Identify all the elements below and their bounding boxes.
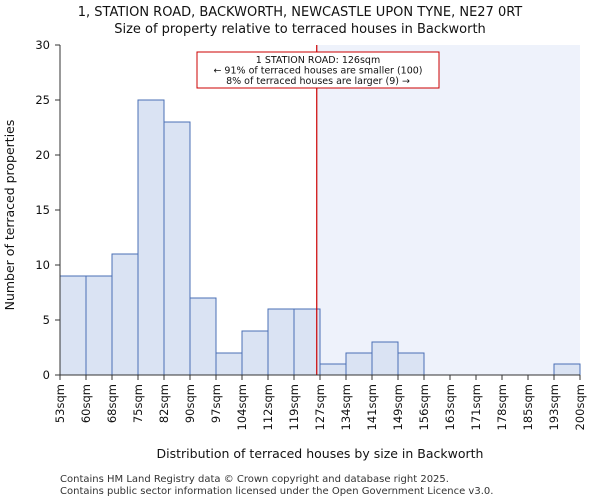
x-tick-label: 200sqm <box>573 384 587 430</box>
x-tick-label: 119sqm <box>287 384 301 430</box>
footer-line1: Contains HM Land Registry data © Crown c… <box>60 474 449 485</box>
y-tick-label: 10 <box>35 258 50 272</box>
bar-104sqm <box>241 330 269 376</box>
x-axis-label: Distribution of terraced houses by size … <box>157 446 484 461</box>
bar-75sqm <box>137 99 165 376</box>
y-tick-label: 20 <box>35 148 50 162</box>
x-tick-label: 82sqm <box>157 384 171 423</box>
bar-134sqm <box>345 352 373 376</box>
x-tick-label: 104sqm <box>235 384 249 430</box>
x-tick-label: 112sqm <box>261 384 275 430</box>
footer-line2: Contains public sector information licen… <box>60 486 493 497</box>
x-tick-label: 90sqm <box>183 384 197 423</box>
x-tick-label: 141sqm <box>365 384 379 430</box>
bar-112sqm <box>267 308 295 376</box>
x-tick-label: 185sqm <box>521 384 535 430</box>
y-tick-label: 30 <box>35 38 50 52</box>
annotation-line1: 1 STATION ROAD: 126sqm <box>256 55 380 66</box>
bar-127sqm <box>319 363 347 376</box>
y-axis-label: Number of terraced properties <box>2 120 17 311</box>
highlight-region <box>316 45 580 375</box>
x-tick-label: 178sqm <box>495 384 509 430</box>
bar-82sqm <box>163 121 191 376</box>
bar-119sqm <box>293 308 321 376</box>
x-tick-label: 171sqm <box>469 384 483 430</box>
x-tick-label: 193sqm <box>547 384 561 430</box>
x-tick-label: 60sqm <box>79 384 93 423</box>
bar-141sqm <box>371 341 399 376</box>
bar-193sqm <box>553 363 581 376</box>
x-tick-label: 163sqm <box>443 384 457 430</box>
plot-area: 0 5 10 15 20 25 30 53sqm 60sqm 68sqm 75sqm 82sqm 90s… <box>35 38 587 430</box>
annotation-box <box>196 51 440 89</box>
x-tick-label: 97sqm <box>209 384 223 423</box>
bar-53sqm <box>59 275 87 376</box>
chart-title-line1: 1, STATION ROAD, BACKWORTH, NEWCASTLE UP… <box>78 5 523 20</box>
bar-68sqm <box>111 253 139 376</box>
y-tick-label: 15 <box>35 203 50 217</box>
y-tick-label: 25 <box>35 93 50 107</box>
bar-149sqm <box>397 352 425 376</box>
annotation-line2: ← 91% of terraced houses are smaller (10… <box>213 66 422 77</box>
x-tick-label: 53sqm <box>53 384 67 423</box>
x-tick-label: 68sqm <box>105 384 119 423</box>
x-tick-label: 75sqm <box>131 384 145 423</box>
y-tick-label: 0 <box>43 368 50 382</box>
bar-60sqm <box>85 275 113 376</box>
x-tick-label: 156sqm <box>417 384 431 430</box>
bar-90sqm <box>189 297 217 376</box>
bar-97sqm <box>215 352 243 376</box>
x-tick-label: 149sqm <box>391 384 405 430</box>
x-tick-label: 134sqm <box>339 384 353 430</box>
x-tick-label: 127sqm <box>313 384 327 430</box>
chart-title-line2: Size of property relative to terraced ho… <box>114 22 486 37</box>
annotation-line3: 8% of terraced houses are larger (9) → <box>226 76 410 87</box>
y-tick-label: 5 <box>43 313 50 327</box>
